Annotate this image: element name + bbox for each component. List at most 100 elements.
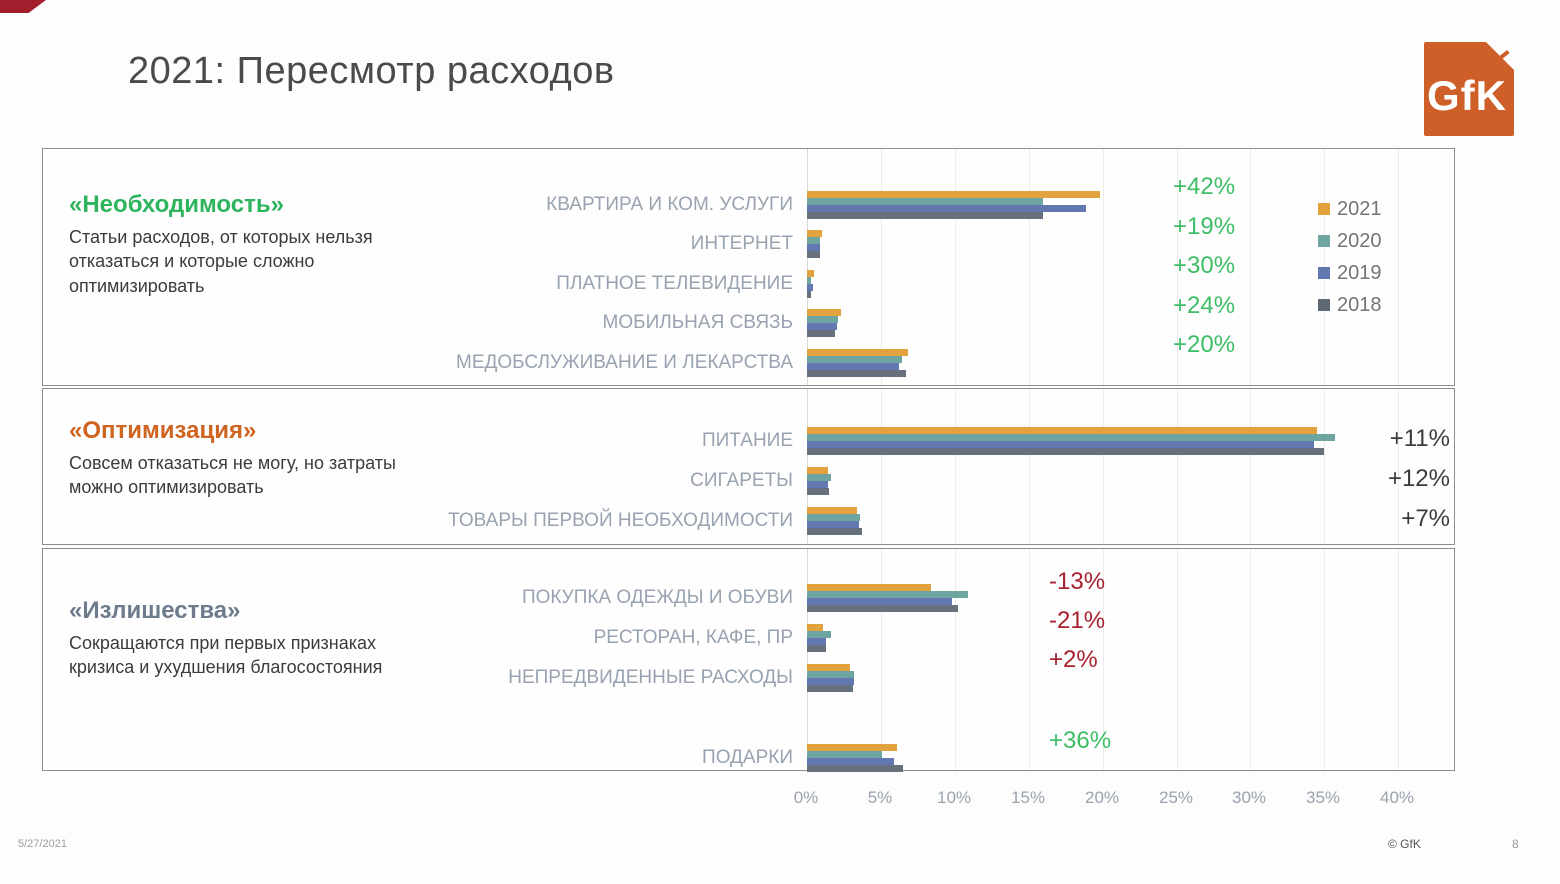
legend-swatch-2020: [1318, 235, 1330, 247]
bar-2020: [807, 751, 882, 758]
change-label: +42%: [1173, 173, 1236, 200]
bar-2020: [807, 356, 902, 363]
bar-2021: [807, 624, 823, 631]
section-necessity-title: «Необходимость»: [69, 191, 284, 218]
section-necessity-description: Статьи расходов, от которых нельзя отказ…: [69, 227, 373, 296]
legend-item-2018: 2018: [1318, 294, 1382, 316]
bar-2021: [807, 427, 1317, 434]
section-excess-text: «Излишества» Сокращаются при первых приз…: [69, 597, 459, 680]
plot-area-excess: [807, 549, 1455, 772]
gridline-30pct: [1250, 389, 1251, 544]
legend-text: 2018: [1337, 293, 1382, 316]
bar-2021: [807, 191, 1100, 198]
axis-tick-40%: 40%: [1379, 788, 1415, 807]
legend-text: 2019: [1337, 261, 1382, 284]
legend-swatch-2021: [1318, 203, 1330, 215]
bar-2018: [807, 765, 903, 772]
gridline-15pct: [1029, 149, 1030, 385]
category-label: ПЛАТНОЕ ТЕЛЕВИДЕНИЕ: [556, 273, 793, 294]
gfk-logo: GfK: [1424, 41, 1515, 136]
bar-2021: [807, 309, 841, 316]
bar-2020: [807, 514, 860, 521]
bar-2019: [807, 284, 813, 291]
bar-2018: [807, 448, 1324, 455]
page-title: 2021: Пересмотр расходов: [128, 50, 615, 92]
bar-2020: [807, 316, 838, 323]
gridline-0pct: [807, 549, 808, 770]
gridline-40pct: [1398, 149, 1399, 385]
gridline-10pct: [955, 549, 956, 770]
gridline-20pct: [1103, 149, 1104, 385]
bar-2019: [807, 244, 820, 251]
corner-mark: [0, 0, 46, 13]
bar-2018: [807, 645, 826, 652]
gridline-5pct: [881, 389, 882, 544]
category-label: ПОКУПКА ОДЕЖДЫ И ОБУВИ: [521, 587, 793, 608]
bar-2019: [807, 758, 894, 765]
footer-date: 5/27/2021: [18, 838, 67, 850]
axis-tick-30%: 30%: [1231, 788, 1267, 807]
bar-2021: [807, 584, 931, 591]
bar-2018: [807, 605, 958, 612]
bar-2019: [807, 441, 1314, 448]
x-axis: 0% 5% 10% 15% 20% 25% 30% 35% 40%: [0, 788, 1560, 814]
gridline-10pct: [955, 149, 956, 385]
bar-2018: [807, 528, 862, 535]
change-label: +36%: [1049, 727, 1112, 754]
section-optimization-text: «Оптимизация» Совсем отказаться не могу,…: [69, 417, 459, 500]
gridline-25pct: [1177, 149, 1178, 385]
bar-2020: [807, 237, 820, 244]
legend-swatch-2019: [1318, 267, 1330, 279]
gridline-20pct: [1103, 549, 1104, 770]
legend-text: 2020: [1337, 229, 1382, 252]
change-label: -13%: [1049, 568, 1106, 595]
bar-2018: [807, 291, 811, 298]
category-label: КВАРТИРА И КОМ. УСЛУГИ: [546, 194, 793, 215]
gridline-5pct: [881, 149, 882, 385]
category-label: ИНТЕРНЕТ: [690, 233, 793, 254]
change-label: -21%: [1049, 607, 1106, 634]
footer-page-number: 8: [1512, 837, 1519, 851]
gridline-30pct: [1250, 549, 1251, 770]
category-label: ТОВАРЫ ПЕРВОЙ НЕОБХОДИМОСТИ: [448, 510, 793, 531]
section-excess-description: Сокращаются при первых признаках кризиса…: [69, 633, 383, 678]
change-label: +30%: [1173, 252, 1236, 279]
bar-2019: [807, 598, 952, 605]
category-label: СИГАРЕТЫ: [690, 470, 793, 491]
gridline-0pct: [807, 149, 808, 385]
gridline-30pct: [1250, 149, 1251, 385]
change-label: +19%: [1173, 213, 1236, 240]
gridline-15pct: [1029, 389, 1030, 544]
category-label: НЕПРЕДВИДЕННЫЕ РАСХОДЫ: [508, 667, 793, 688]
bar-2018: [807, 370, 906, 377]
section-optimization: «Оптимизация» Совсем отказаться не могу,…: [42, 388, 1455, 545]
gridline-25pct: [1177, 389, 1178, 544]
bar-2018: [807, 488, 829, 495]
axis-tick-5%: 5%: [867, 788, 893, 807]
bar-2020: [807, 591, 968, 598]
bar-2020: [807, 671, 854, 678]
gridline-25pct: [1177, 549, 1178, 770]
category-label: ПОДАРКИ: [702, 747, 793, 768]
gridline-10pct: [955, 389, 956, 544]
legend-swatch-2018: [1318, 299, 1330, 311]
bar-2019: [807, 363, 899, 370]
bar-2021: [807, 744, 897, 751]
section-necessity: «Необходимость» Статьи расходов, от кото…: [42, 148, 1455, 386]
gridline-15pct: [1029, 549, 1030, 770]
bar-2018: [807, 685, 853, 692]
plot-area-optimization: [807, 389, 1455, 544]
bar-2019: [807, 521, 859, 528]
axis-tick-25%: 25%: [1158, 788, 1194, 807]
bar-2018: [807, 330, 835, 337]
change-label: +11%: [1389, 425, 1450, 452]
bar-2020: [807, 198, 1043, 205]
logo-accent-stroke: [1480, 49, 1510, 75]
section-optimization-description: Совсем отказаться не могу, но затраты мо…: [69, 453, 396, 498]
gridline-35pct: [1324, 549, 1325, 770]
bar-2018: [807, 251, 820, 258]
bar-2021: [807, 270, 814, 277]
bar-2019: [807, 638, 826, 645]
section-optimization-title: «Оптимизация»: [69, 417, 257, 444]
legend-item-2019: 2019: [1318, 262, 1382, 284]
